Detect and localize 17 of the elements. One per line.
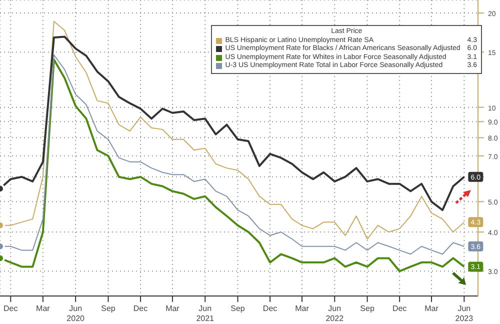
x-tick-label: Sep bbox=[360, 304, 375, 313]
x-tick-label: Sep bbox=[230, 304, 246, 313]
x-tick-label: Sep bbox=[101, 304, 116, 313]
line-series bbox=[0, 36, 466, 212]
x-tick-label: Dec bbox=[262, 304, 278, 313]
x-tick-label: Mar bbox=[295, 304, 310, 313]
x-tick-label: Mar bbox=[36, 304, 50, 313]
x-tick-label: Dec bbox=[133, 304, 148, 313]
x-tick-label: Mar bbox=[424, 304, 439, 313]
x-tick-label: Jun 2020 bbox=[66, 304, 86, 323]
x-tick-label: Jun 2023 bbox=[455, 304, 474, 323]
line-series bbox=[0, 20, 465, 240]
x-tick-label: Mar bbox=[166, 304, 180, 313]
x-tick-label: Dec bbox=[4, 304, 18, 313]
x-tick-label: Jun 2021 bbox=[196, 304, 215, 323]
x-tick-label: Jun 2022 bbox=[326, 304, 344, 323]
x-tick-label: Dec bbox=[392, 304, 407, 313]
